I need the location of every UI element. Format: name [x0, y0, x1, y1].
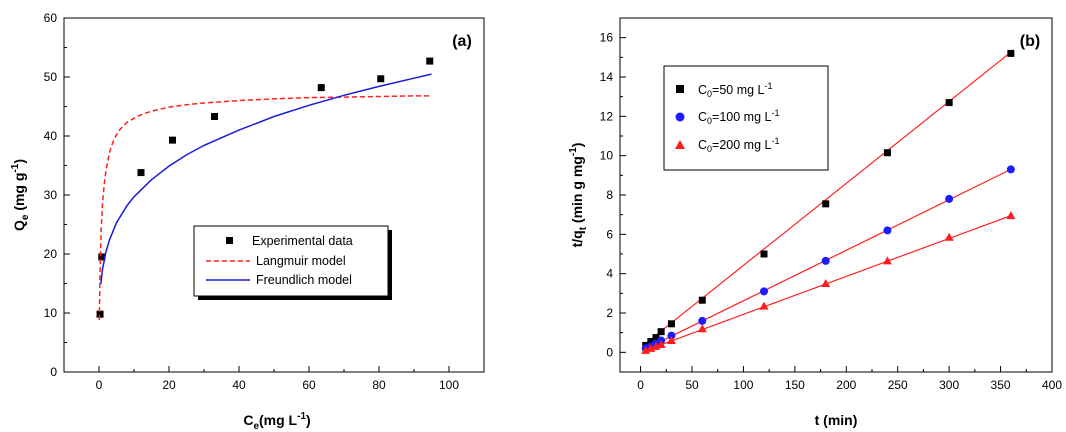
panel-a-point [426, 57, 434, 65]
panel-b-point [1006, 165, 1015, 174]
panel-a-langmuir-model-curve [98, 95, 432, 321]
panel-a-plot-frame [63, 17, 485, 373]
panel-a-ytick-label: 20 [44, 247, 58, 261]
panel-b-ytick-label: 14 [600, 70, 614, 84]
panel-b-point [697, 324, 707, 333]
panel-b-ytick-label: 4 [606, 267, 613, 281]
panel-b-point [759, 301, 769, 310]
panel-b-point [760, 250, 768, 258]
panel-b-point [1007, 49, 1015, 57]
panel-b-ytick-label: 6 [606, 227, 613, 241]
panel-a-xtick-label: 100 [439, 378, 459, 392]
panel-b-point [647, 338, 655, 346]
panel-b-xtick-label: 250 [888, 378, 908, 392]
panel-b-point [760, 287, 768, 296]
panel-a-xtick-label: 40 [232, 378, 246, 392]
panel-b-point [698, 316, 707, 325]
panel-b-xtick-label: 50 [685, 378, 699, 392]
panel-a-ytick-label: 0 [50, 365, 57, 379]
panel-b-ylabel: t/qt (min g mg-1) [568, 143, 589, 248]
panel-b-ytick-label: 10 [600, 149, 614, 163]
panel-b-xtick-label: 150 [785, 378, 805, 392]
panel-b-ytick-label: 12 [600, 109, 614, 123]
panel-b-point [657, 328, 665, 336]
panel-a-point [137, 169, 145, 177]
panel-a-point [317, 84, 325, 92]
legend-freundlich-label: Freundlich model [256, 273, 352, 287]
panel-b-point [656, 339, 666, 348]
panel-b: 0 50 100 150 200 250 300 350 400 0 2 4 6 8 10 12 14 16 (b… [568, 17, 1063, 428]
panel-b-point [667, 331, 676, 340]
panel-a-series [96, 57, 434, 321]
panel-b-point [1006, 211, 1016, 220]
panel-b-ytick-label: 2 [606, 306, 613, 320]
panel-b-point [883, 149, 891, 157]
panel-a-label: (a) [452, 33, 472, 50]
panel-b-point [945, 194, 954, 203]
panel-b-xtick-label: 0 [637, 378, 644, 392]
legend-c0-50-marker [676, 85, 684, 93]
panel-a-ytick-label: 50 [44, 70, 58, 84]
legend-experimental-label: Experimental data [252, 234, 353, 248]
panel-b-legend: C0=50 mg L-1 C0=100 mg L-1 C0=200 mg L-1 [663, 65, 829, 171]
panel-a: 0 20 40 60 80 100 0 10 20 30 40 50 60 (a) Ce(mg L-1)… [10, 11, 485, 432]
legend-c0-100-marker [675, 112, 685, 122]
panel-a-point [211, 113, 218, 121]
panel-b-point [944, 232, 954, 241]
panel-b-xtick-label: 300 [939, 378, 959, 392]
panel-b-point [821, 279, 831, 287]
panel-a-legend: Experimental data Langmuir model Freundl… [193, 225, 392, 300]
panel-a-ytick-label: 60 [44, 11, 58, 25]
panel-a-xtick-label: 60 [302, 378, 316, 392]
panel-b-label: (b) [1020, 33, 1040, 50]
legend-c0-100-label: C0=100 mg L-1 [698, 108, 779, 126]
panel-b-xtick-label: 400 [1042, 378, 1062, 392]
panel-b-ytick-label: 0 [606, 345, 613, 359]
panel-b-xtick-label: 350 [991, 378, 1011, 392]
panel-a-ticks: 0 20 40 60 80 100 0 10 20 30 40 50 60 [44, 11, 460, 392]
panel-b-point [667, 320, 675, 328]
panel-a-point [169, 136, 176, 144]
panel-b-series [641, 49, 1016, 354]
panel-b-point [698, 296, 706, 304]
panel-a-ytick-label: 40 [44, 129, 58, 143]
legend-c0-200-label: C0=200 mg L-1 [698, 136, 779, 154]
panel-b-legend-box [663, 65, 829, 171]
panel-b-point [822, 200, 830, 208]
panel-b-xlabel: t (min) [815, 412, 858, 428]
panel-b-xtick-label: 100 [733, 378, 753, 392]
panel-a-ytick-label: 10 [44, 306, 58, 320]
panel-a-ylabel: Qe (mg g-1) [10, 159, 31, 231]
panel-b-point [821, 256, 830, 265]
panel-a-point [98, 253, 106, 261]
panel-a-point [96, 310, 104, 318]
panel-a-xtick-label: 0 [96, 378, 103, 392]
legend-c0-50-label: C0=50 mg L-1 [698, 81, 773, 99]
legend-experimental-marker [226, 237, 233, 244]
panel-b-ticks: 0 50 100 150 200 250 300 350 400 0 2 4 6 8 10 12 14 16 [600, 31, 1063, 392]
panel-a-xtick-label: 20 [162, 378, 176, 392]
panel-a-freundlich-model-curve [100, 73, 432, 285]
panel-a-ytick-label: 30 [44, 188, 58, 202]
panel-b-ytick-label: 16 [600, 31, 614, 45]
panel-b-point [666, 336, 676, 345]
panel-b-point [652, 334, 660, 342]
panel-b-ytick-label: 8 [606, 188, 613, 202]
panel-a-point [377, 75, 385, 83]
panel-b-point [883, 226, 892, 235]
panel-a-xtick-label: 80 [372, 378, 386, 392]
panel-b-xtick-label: 200 [836, 378, 856, 392]
legend-c0-200-marker [675, 140, 685, 149]
panel-a-xlabel: Ce(mg L-1) [243, 411, 310, 432]
panel-b-point [945, 99, 953, 107]
legend-langmuir-label: Langmuir model [256, 254, 346, 268]
panel-b-point [882, 256, 892, 265]
